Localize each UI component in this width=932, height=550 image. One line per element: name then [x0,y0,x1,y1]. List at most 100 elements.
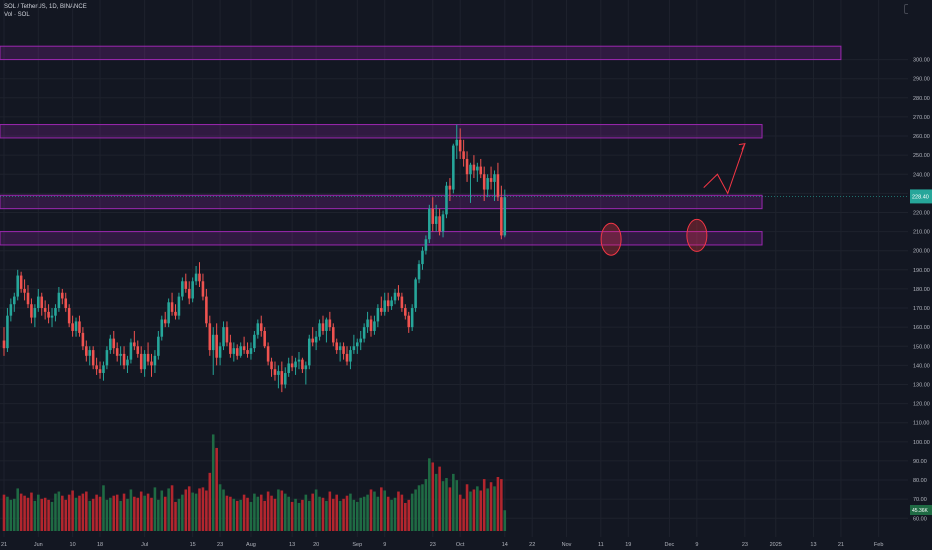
volume-bar-97 [335,494,338,531]
volume-bar-24 [85,491,88,531]
volume-bar-5 [19,493,23,531]
volume-bar-138 [476,486,479,531]
time-tick-label-6: 23 [217,542,223,548]
price-tick-label-14: 160.00 [913,325,930,331]
volume-bar-43 [150,497,153,531]
time-tick-label-20: 9 [695,542,698,548]
candle-body-136 [469,164,472,175]
volume-bar-80 [277,489,280,531]
price-tick-label-21: 90.00 [913,459,927,465]
volume-bar-32 [112,495,116,531]
symbol-line[interactable]: SOL / TetherUS, 1D, BINANCE [4,4,87,10]
candle-body-121 [417,264,421,280]
candle-body-56 [194,273,198,282]
volume-bar-82 [283,493,287,531]
candle-body-80 [277,371,280,375]
volume-bar-29 [102,485,105,531]
volume-bar-53 [184,489,188,531]
last-price-label: 228.40 [912,194,929,200]
candle-body-96 [331,327,335,343]
candle-body-6 [23,288,26,293]
time-tick-label-22: 2025 [770,542,782,548]
volume-bar-101 [349,493,352,531]
volume-bar-92 [318,496,321,531]
volume-bar-10 [37,494,40,531]
candle-body-72 [249,348,253,354]
volume-bar-67 [232,498,236,531]
time-tick-label-16: Nov [562,542,572,548]
candle-body-137 [472,164,476,171]
candle-body-70 [242,346,246,351]
candle-body-1 [6,315,9,349]
candle-body-21 [74,321,78,331]
volume-bar-146 [503,510,507,531]
candle-body-127 [438,216,441,232]
volume-bar-111 [383,490,387,531]
price-tick-label-20: 100.00 [913,440,930,446]
volume-bar-89 [307,500,311,531]
volume-bar-25 [88,500,92,531]
candle-body-37 [129,342,133,360]
volume-line[interactable]: Vol · SOL [4,12,30,18]
volume-bar-3 [13,498,16,531]
candle-body-0 [2,340,6,349]
volume-bar-133 [458,494,462,531]
volume-bar-54 [187,486,191,531]
volume-bar-22 [78,495,81,531]
time-tick-label-11: 9 [383,542,386,548]
candle-body-31 [109,338,112,351]
zone-2 [0,194,763,210]
candle-body-104 [359,338,363,343]
volume-bar-73 [253,493,256,531]
candle-body-111 [383,300,387,312]
candle-body-45 [157,336,160,356]
volume-bar-74 [256,496,260,531]
candle-body-61 [211,334,215,351]
price-tick-label-13: 170.00 [913,306,930,312]
candle-body-9 [33,308,37,318]
candle-body-75 [259,323,263,331]
candle-body-13 [47,311,50,318]
volume-bar-31 [109,497,112,531]
price-tick-label-5: 250.00 [913,153,930,159]
volume-bar-136 [469,491,472,531]
volume-bar-4 [16,488,20,531]
candle-body-10 [37,296,40,309]
zone-1 [0,124,763,139]
candle-body-2 [9,304,13,316]
candle-body-109 [376,308,380,322]
candle-body-139 [479,166,483,175]
time-tick-label-10: Sep [352,542,362,548]
time-tick-label-9: 20 [313,542,319,548]
candle-body-119 [410,308,414,328]
volume-bar-124 [428,458,431,531]
candle-body-125 [431,208,435,224]
support-circle-0 [600,222,622,256]
time-tick-label-2: 10 [70,542,76,548]
volume-bar-119 [410,493,414,531]
time-tick-label-5: 15 [190,542,196,548]
price-axis[interactable]: 300.00 290.00 280.00 270.00 260.00 250.00 240.… [908,0,932,550]
candle-body-19 [67,308,71,324]
candle-body-53 [184,281,188,289]
price-tick-label-3: 270.00 [913,115,930,121]
chart-header: SOL / TetherUS, 1D, BINANCE Vol · SOL [4,3,87,19]
candle-body-92 [318,323,321,337]
last-volume-label: 45.36K [912,508,929,514]
time-axis[interactable]: 21 Jun 10 18 Jul 15 23 Aug 13 20 Sep 9 23 Oct 14 22 Nov 1… [0,537,932,550]
volume-bar-72 [249,501,253,531]
candle-body-4 [16,275,20,297]
candle-body-94 [325,319,328,331]
price-tick-label-12: 180.00 [913,287,930,293]
time-tick-label-14: 14 [502,542,508,548]
volume-bar-113 [390,499,393,531]
price-tick-label-17: 130.00 [913,382,930,388]
price-axis-bg [908,0,932,550]
volume-bar-37 [129,489,133,531]
volume-bar-23 [81,493,85,531]
volume-bar-20 [71,490,74,531]
candle-body-103 [356,342,359,347]
candle-body-71 [246,350,249,354]
candle-body-41 [143,353,146,370]
